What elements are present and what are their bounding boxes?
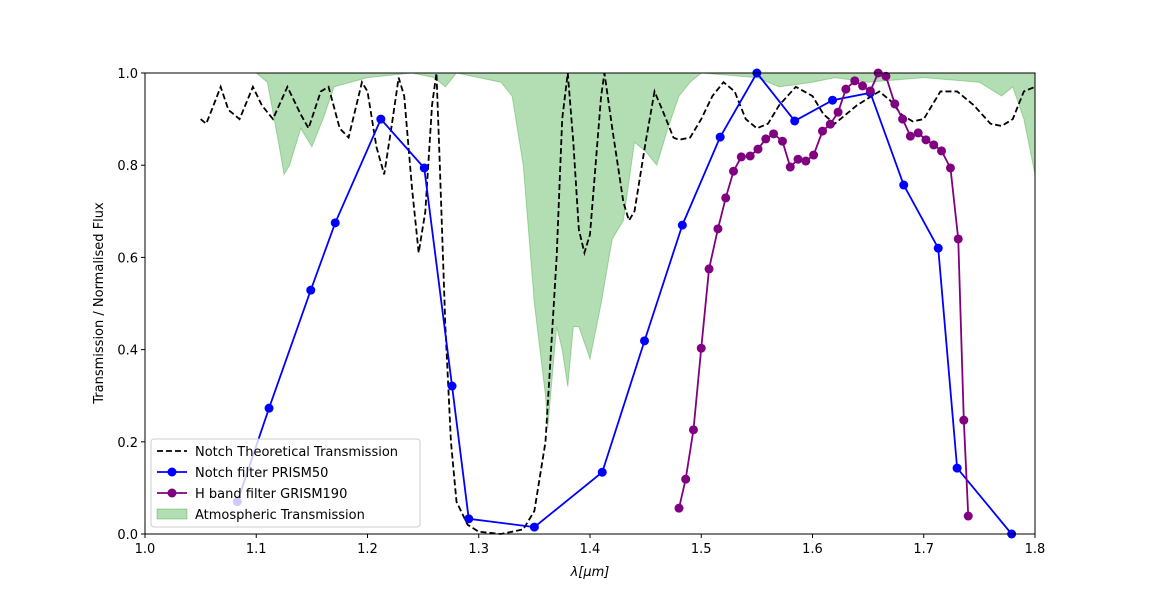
marker [674, 503, 684, 513]
marker [801, 156, 811, 166]
legend-swatch [156, 508, 188, 520]
marker [898, 114, 908, 124]
marker [952, 463, 962, 473]
y-tick-label: 0.0 [117, 528, 138, 543]
legend: Notch Theoretical Transmission Notch filt… [150, 438, 421, 528]
legend-label: Atmospheric Transmission [195, 508, 365, 523]
marker [953, 234, 963, 244]
marker [688, 425, 698, 435]
marker [963, 511, 973, 521]
marker [264, 403, 274, 413]
marker [447, 381, 457, 391]
marker [833, 107, 843, 117]
y-tick-label: 1.0 [117, 67, 138, 82]
marker [729, 166, 739, 176]
legend-label: Notch filter PRISM50 [195, 466, 328, 481]
x-tick-label: 1.7 [913, 542, 934, 557]
marker [785, 162, 795, 172]
y-tick-label: 0.6 [117, 251, 138, 266]
legend-marker [167, 467, 177, 477]
marker [809, 150, 819, 160]
marker [890, 99, 900, 109]
marker [777, 136, 787, 146]
marker [376, 114, 386, 124]
marker [640, 336, 650, 346]
marker [945, 163, 955, 173]
marker [790, 116, 800, 126]
legend-box [150, 438, 421, 528]
marker [753, 144, 763, 154]
x-tick-label: 1.6 [802, 542, 823, 557]
y-tick-label: 0.4 [117, 344, 138, 359]
marker [937, 146, 947, 156]
x-axis-label: λ[μm] [570, 565, 610, 580]
x-tick-label: 1.0 [135, 542, 156, 557]
marker [769, 129, 779, 139]
marker [306, 285, 316, 295]
marker [905, 131, 915, 141]
marker [825, 119, 835, 129]
marker [704, 264, 714, 274]
marker [330, 218, 340, 228]
y-tick-label: 0.8 [117, 159, 138, 174]
marker [828, 95, 838, 105]
marker [529, 522, 539, 532]
marker [713, 224, 723, 234]
marker [929, 140, 939, 150]
marker [597, 467, 607, 477]
marker [677, 220, 687, 230]
marker [736, 152, 746, 162]
marker [899, 180, 909, 190]
marker [858, 81, 868, 91]
x-tick-label: 1.1 [246, 542, 267, 557]
marker [793, 154, 803, 164]
marker [850, 76, 860, 86]
marker [841, 84, 851, 94]
marker [721, 193, 731, 203]
marker [761, 134, 771, 144]
x-tick-label: 1.8 [1025, 542, 1046, 557]
x-tick-label: 1.3 [468, 542, 489, 557]
marker [921, 135, 931, 145]
y-axis-label: Transmission / Normalised Flux [92, 202, 107, 405]
marker [696, 343, 706, 353]
marker [913, 128, 923, 138]
area [145, 72, 1036, 429]
legend-marker [167, 488, 177, 498]
y-tick-label: 0.2 [117, 436, 138, 451]
marker [959, 415, 969, 425]
marker [818, 126, 828, 136]
marker [464, 514, 474, 524]
marker [715, 132, 725, 142]
legend-label: H band filter GRISM190 [195, 487, 347, 502]
line [200, 72, 1036, 535]
marker [933, 243, 943, 253]
marker [865, 86, 875, 96]
marker [419, 163, 429, 173]
marker [745, 151, 755, 161]
marker [681, 474, 691, 484]
x-tick-label: 1.5 [691, 542, 712, 557]
x-tick-label: 1.2 [357, 542, 378, 557]
x-tick-label: 1.4 [580, 542, 601, 557]
marker [881, 71, 891, 81]
legend-label: Notch Theoretical Transmission [195, 445, 398, 460]
